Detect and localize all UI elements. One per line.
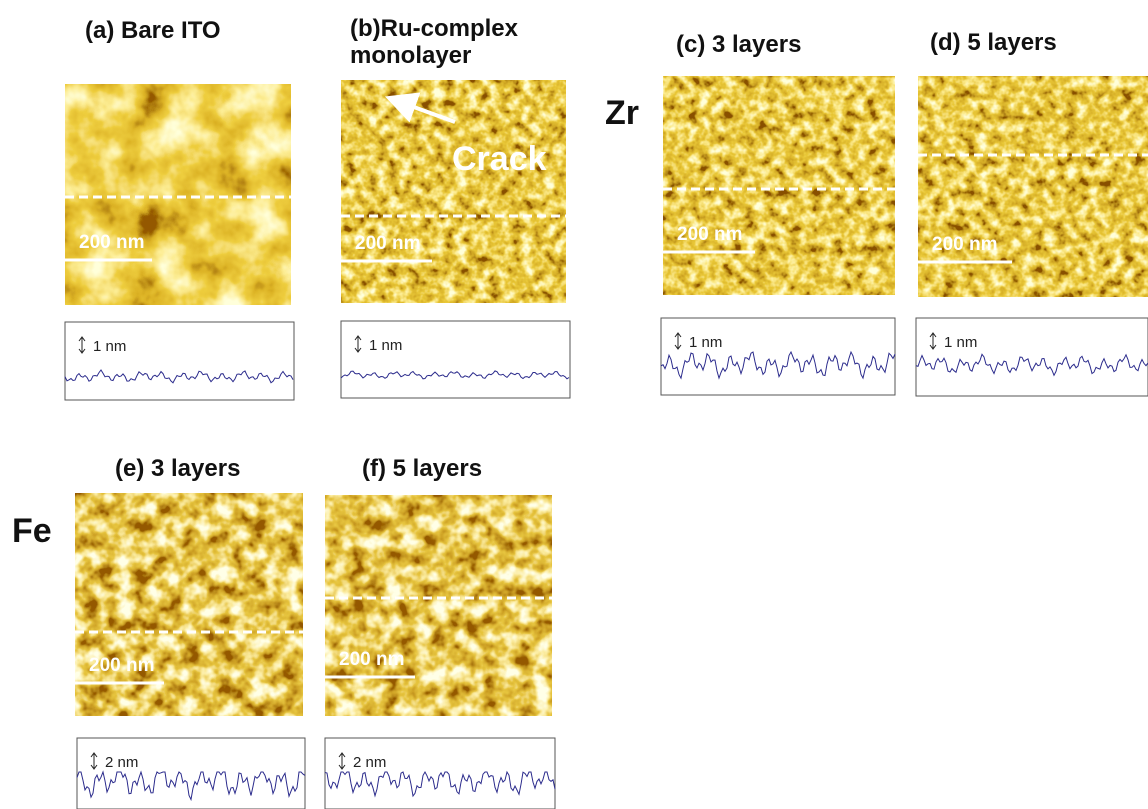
title-line: (b)Ru-complex <box>350 15 519 42</box>
profile-scale: 2 nm <box>105 754 138 771</box>
scale-bar-label: 200 nm <box>79 232 144 253</box>
profile-box <box>661 318 895 395</box>
profile-box <box>65 322 294 400</box>
profile-scale: 1 nm <box>944 334 977 351</box>
afm-image <box>325 495 552 716</box>
title-line: monolayer <box>350 42 471 69</box>
scale-bar-label: 200 nm <box>89 655 154 676</box>
panel-title: (c) 3 layers <box>676 31 801 58</box>
panel-title: (d) 5 layers <box>930 29 1057 56</box>
panel-title: (e) 3 layers <box>115 455 240 482</box>
profile-box <box>916 318 1148 396</box>
profile-scale: 1 nm <box>369 337 402 354</box>
scale-bar-label: 200 nm <box>932 234 997 255</box>
figure: Zr Fe (a) Bare ITO 200 nm 1 nm (b)Ru-comple… <box>0 0 1148 809</box>
panel-title: (f) 5 layers <box>362 455 482 482</box>
afm-image <box>65 84 291 305</box>
scale-bar-label: 200 nm <box>339 649 404 670</box>
scale-bar-label: 200 nm <box>677 224 742 245</box>
row-label: Fe <box>12 512 52 550</box>
annotation: Crack <box>452 140 547 178</box>
afm-image <box>341 80 566 303</box>
profile-scale: 1 nm <box>689 334 722 351</box>
scale-bar-label: 200 nm <box>355 233 420 254</box>
afm-image <box>663 76 895 295</box>
profile-box <box>341 321 570 398</box>
profile-scale: 1 nm <box>93 338 126 355</box>
panel-title: (a) Bare ITO <box>85 17 221 44</box>
profile-scale: 2 nm <box>353 754 386 771</box>
row-label: Zr <box>605 94 639 132</box>
afm-image <box>918 76 1148 297</box>
